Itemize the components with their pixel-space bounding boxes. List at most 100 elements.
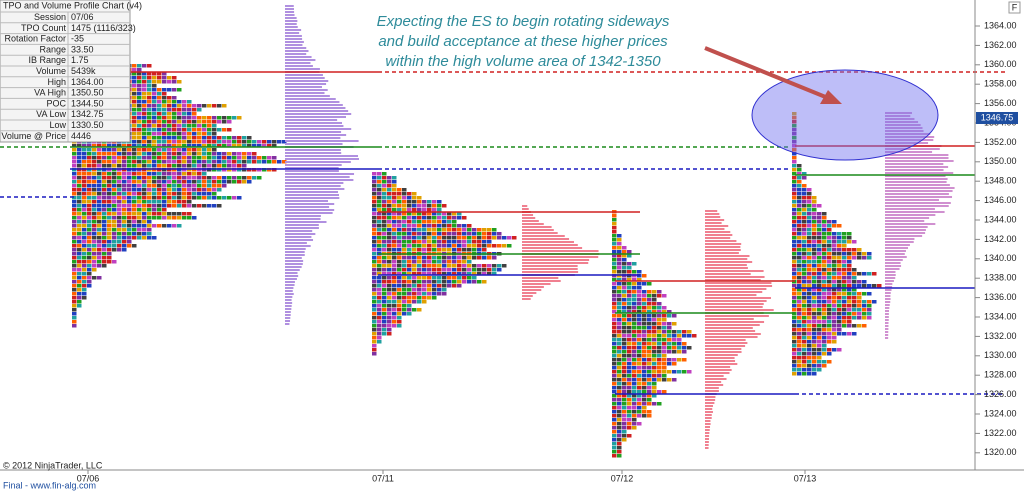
tpo-block [172, 152, 177, 156]
tpo-block [797, 244, 802, 248]
tpo-block [387, 272, 392, 276]
tpo-block [637, 406, 642, 410]
tpo-block [177, 140, 182, 144]
tpo-block [852, 312, 857, 316]
tpo-block [412, 288, 417, 292]
tpo-block [667, 310, 672, 314]
tpo-block [202, 148, 207, 152]
tpo-block [142, 124, 147, 128]
tpo-block [97, 180, 102, 184]
tpo-block [167, 196, 172, 200]
tpo-block [612, 262, 617, 266]
tpo-block [872, 272, 877, 276]
tpo-block [807, 336, 812, 340]
tpo-block [682, 334, 687, 338]
tpo-block [652, 294, 657, 298]
tpo-block [847, 296, 852, 300]
tpo-block [382, 240, 387, 244]
tpo-block [102, 220, 107, 224]
volume-bar [885, 175, 946, 177]
date-axis: 07/06 07/11 07/12 07/13 [77, 470, 816, 483]
tpo-block [617, 322, 622, 326]
tpo-block [437, 208, 442, 212]
tpo-block [157, 216, 162, 220]
tpo-block [477, 248, 482, 252]
tpo-block [397, 204, 402, 208]
tpo-block [407, 300, 412, 304]
tpo-block [372, 284, 377, 288]
tpo-block [802, 296, 807, 300]
tpo-block [612, 386, 617, 390]
tpo-block [132, 124, 137, 128]
volume-bar [285, 122, 343, 124]
tpo-block [72, 172, 77, 176]
tpo-block [392, 316, 397, 320]
tpo-block [792, 308, 797, 312]
tpo-block [612, 230, 617, 234]
tpo-block [657, 362, 662, 366]
volume-bar [285, 320, 291, 322]
tpo-block [797, 248, 802, 252]
tpo-block [637, 302, 642, 306]
tpo-block [847, 240, 852, 244]
volume-bar [885, 307, 890, 309]
tpo-block [612, 342, 617, 346]
tpo-block [152, 80, 157, 84]
tpo-block [167, 176, 172, 180]
tpo-block [452, 240, 457, 244]
tpo-block [617, 390, 622, 394]
tpo-block [442, 216, 447, 220]
tpo-block [382, 328, 387, 332]
tpo-block [792, 204, 797, 208]
tpo-block [827, 256, 832, 260]
tpo-block [142, 204, 147, 208]
tpo-block [377, 232, 382, 236]
tpo-block [637, 310, 642, 314]
tpo-block [627, 298, 632, 302]
volume-bar [885, 235, 923, 237]
tpo-block [612, 290, 617, 294]
tpo-block [222, 196, 227, 200]
tpo-block [622, 422, 627, 426]
tpo-block [117, 220, 122, 224]
tpo-block [407, 208, 412, 212]
tpo-block [412, 204, 417, 208]
tpo-block [142, 164, 147, 168]
tpo-block [227, 156, 232, 160]
tpo-block [422, 260, 427, 264]
tpo-block [102, 160, 107, 164]
tpo-block [467, 240, 472, 244]
tpo-block [622, 378, 627, 382]
tpo-block [117, 244, 122, 248]
copyright: © 2012 NinjaTrader, LLC [3, 460, 103, 470]
corner-button-label[interactable]: F [1012, 2, 1018, 12]
tpo-block [102, 232, 107, 236]
tpo-block [802, 272, 807, 276]
tpo-block [177, 160, 182, 164]
tpo-block [407, 284, 412, 288]
tpo-block [72, 188, 77, 192]
price-tick-label: 1360.00 [984, 59, 1017, 69]
tpo-block [132, 84, 137, 88]
tpo-block [132, 156, 137, 160]
tpo-block [687, 334, 692, 338]
tpo-block [417, 244, 422, 248]
tpo-block [77, 300, 82, 304]
tpo-block [87, 184, 92, 188]
tpo-block [612, 446, 617, 450]
volume-bar [705, 285, 773, 287]
corner-button[interactable] [1008, 1, 1021, 14]
tpo-block [817, 368, 822, 372]
tpo-block [122, 212, 127, 216]
tpo-block [677, 330, 682, 334]
tpo-block [142, 180, 147, 184]
tpo-block [182, 140, 187, 144]
tpo-block [192, 172, 197, 176]
volume-bar [522, 241, 574, 243]
tpo-block [157, 132, 162, 136]
tpo-block [132, 164, 137, 168]
tpo-block [137, 156, 142, 160]
tpo-block [372, 188, 377, 192]
tpo-block [622, 278, 627, 282]
volume-bar [885, 193, 949, 195]
